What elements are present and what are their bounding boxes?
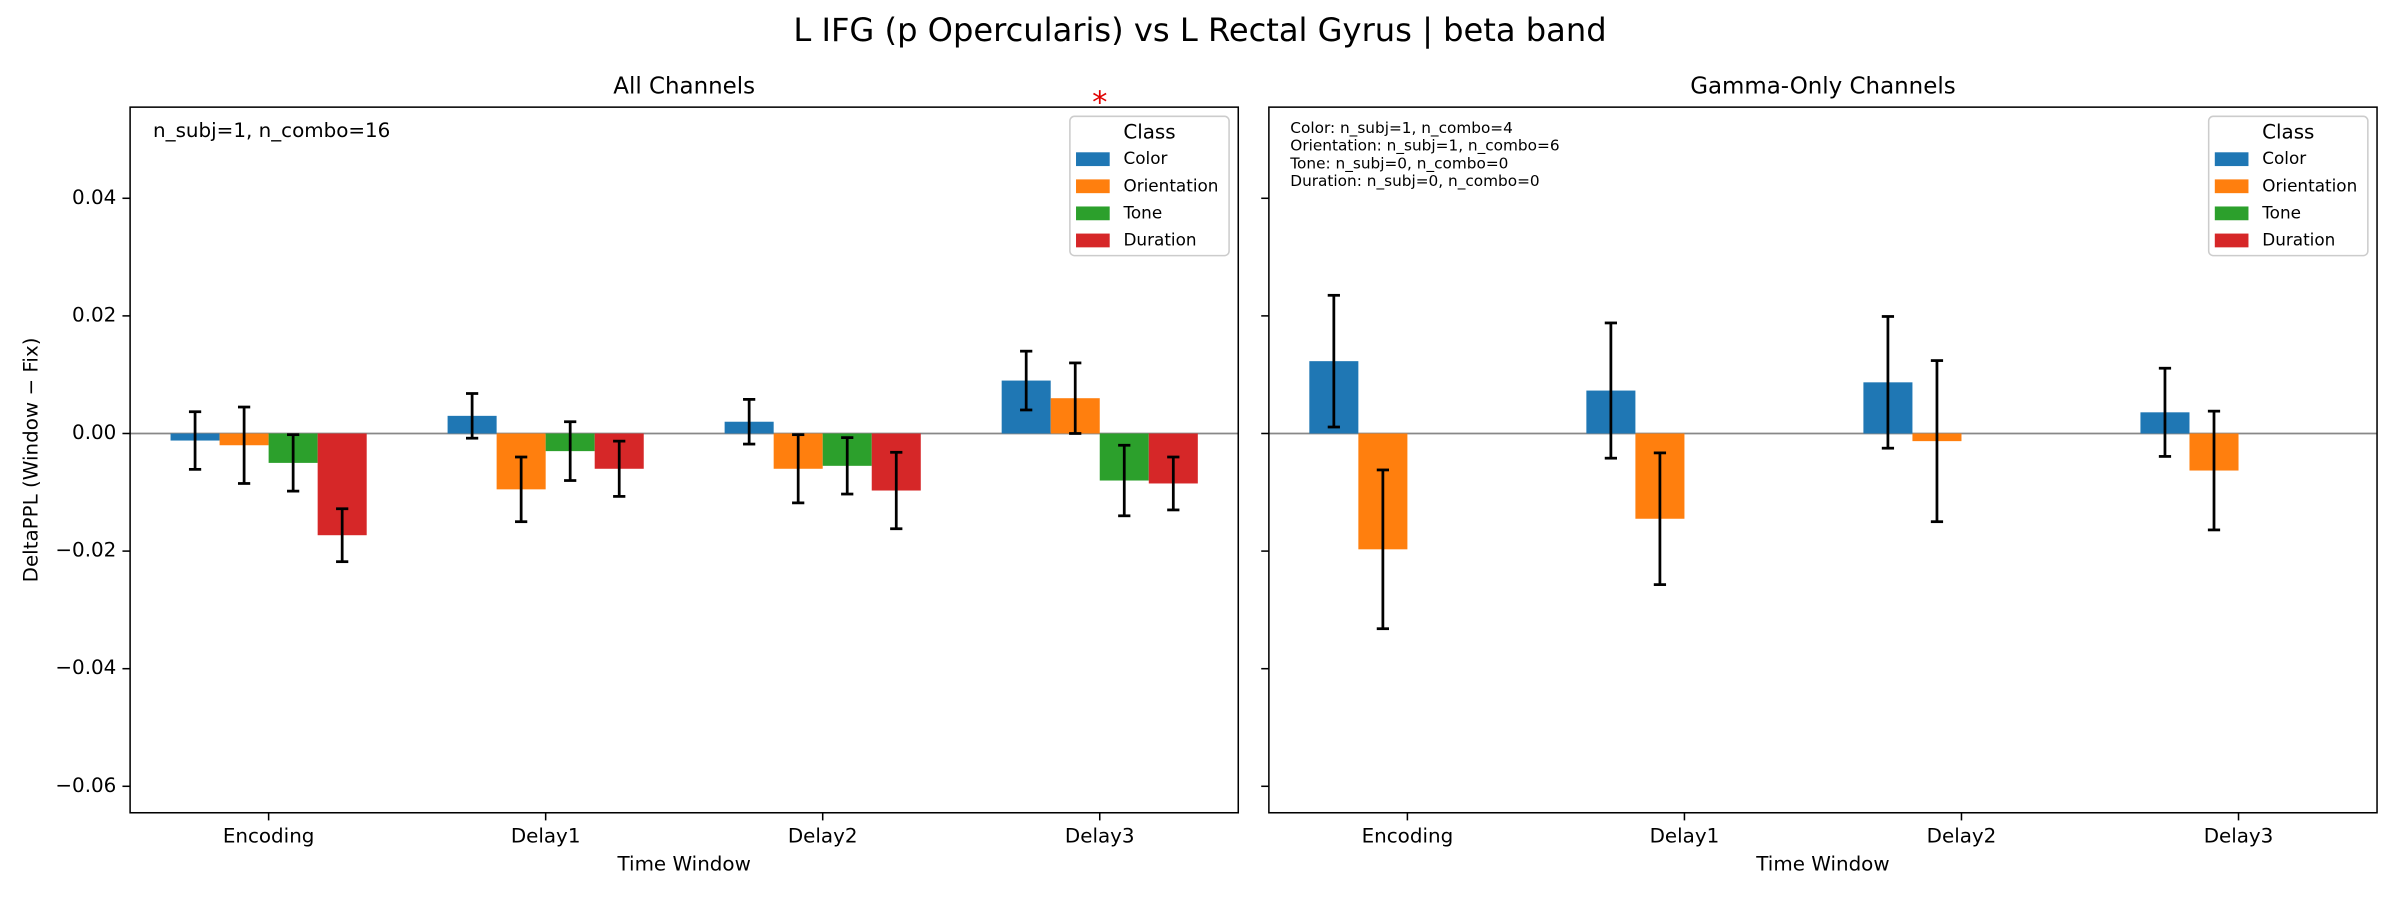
y-tick-label: 0.04 [72,186,116,209]
y-tick-label: −0.04 [55,656,116,679]
legend-title: Class [2262,121,2314,144]
legend-label: Color [2262,148,2306,168]
y-tick-label: 0.00 [72,421,116,444]
legend-swatch [2214,206,2249,221]
annotation: Duration: n_subj=0, n_combo=0 [1290,172,1539,191]
axes-frame [1268,106,2378,814]
legend-swatch [1076,206,1110,221]
panel-title: Gamma-Only Channels [1690,74,1955,100]
figure-title: L IFG (p Opercularis) vs L Rectal Gyrus … [793,11,1606,49]
legend-label: Orientation [1123,175,1218,195]
x-axis-label: Time Window [1755,852,1889,875]
legend-swatch [1076,233,1110,248]
legend-label: Duration [2262,229,2335,249]
legend-label: Tone [1122,202,1162,222]
annotation: Color: n_subj=1, n_combo=4 [1290,119,1513,138]
legend-label: Duration [1123,229,1196,249]
panel-title: All Channels [613,74,755,100]
legend-label: Orientation [2262,175,2357,195]
legend-label: Color [1123,148,1167,168]
legend-box [1069,115,1230,257]
annotation: Tone: n_subj=0, n_combo=0 [1289,154,1508,173]
annotation: Orientation: n_subj=1, n_combo=6 [1290,137,1559,156]
y-tick-label: 0.02 [72,303,116,326]
y-tick-label: −0.06 [55,774,116,797]
x-tick-label: Delay1 [1650,825,1720,848]
x-axis-label: Time Window [617,852,751,875]
axes-frame [129,106,1240,814]
legend-swatch [1076,152,1110,167]
x-tick-label: Delay3 [2204,825,2274,848]
x-tick-label: Encoding [223,825,315,848]
x-tick-label: Encoding [1362,825,1454,848]
significance-marker: * [1092,86,1107,121]
x-tick-label: Delay1 [511,825,581,848]
legend-box [2207,115,2369,257]
y-tick-label: −0.02 [55,539,116,562]
x-tick-label: Delay2 [788,825,858,848]
legend-swatch [1076,179,1110,194]
legend-swatch [2214,179,2249,194]
legend-swatch [2214,152,2249,167]
legend-swatch [2214,233,2249,248]
x-tick-label: Delay3 [1065,825,1135,848]
y-axis-label: DeltaPPL (Window − Fix) [20,338,43,583]
annotation: n_subj=1, n_combo=16 [153,119,390,142]
x-tick-label: Delay2 [1927,825,1997,848]
legend-title: Class [1123,121,1175,144]
legend-label: Tone [2261,202,2301,222]
